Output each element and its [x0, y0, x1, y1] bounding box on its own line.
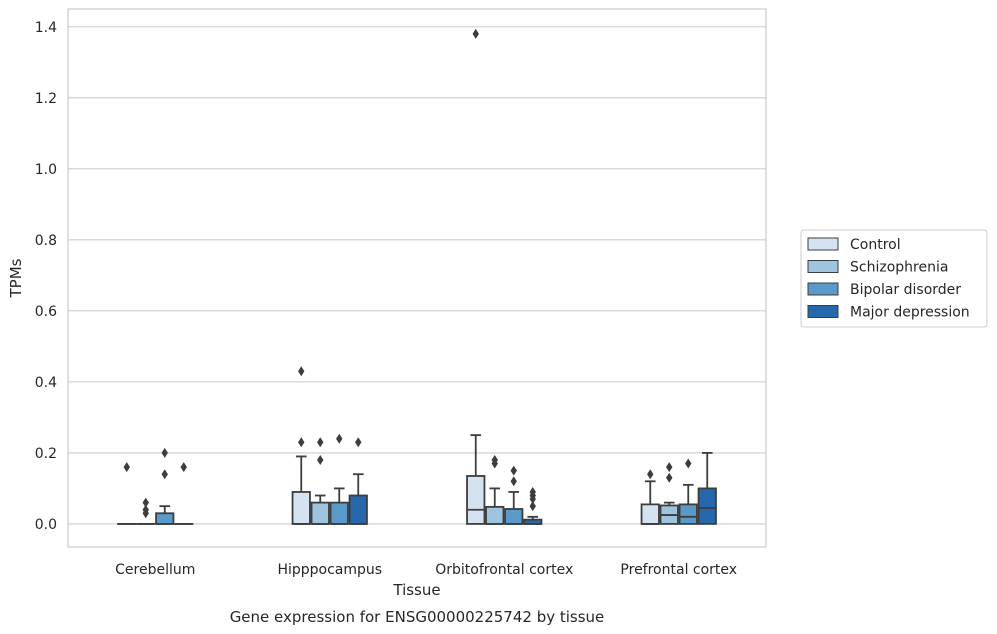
x-tick-label: Prefrontal cortex: [620, 562, 737, 578]
plot-frame: [67, 8, 767, 548]
y-tick-label: 1.4: [35, 20, 57, 36]
outlier-marker: [666, 462, 673, 473]
outlier-marker: [161, 469, 168, 480]
box-3-0: [640, 469, 660, 525]
box-3-3: [697, 451, 717, 525]
box-body: [348, 494, 368, 525]
chart-caption: Gene expression for ENSG00000225742 by t…: [230, 608, 605, 626]
outlier-marker: [161, 447, 168, 458]
box-body: [485, 505, 505, 525]
outlier-marker: [298, 366, 305, 377]
x-axis-label: Tissue: [392, 581, 440, 599]
legend-label: Major depression: [850, 305, 970, 321]
box-body: [155, 512, 175, 525]
outlier-marker: [123, 462, 130, 473]
box-0-1: [136, 497, 156, 525]
outlier-marker: [666, 472, 673, 483]
outlier-marker: [355, 437, 362, 448]
y-axis-ticks: 0.0 0.2 0.4 0.6 0.8 1.0 1.2 1.4: [35, 20, 57, 533]
box-2-1: [485, 454, 505, 525]
outlier-marker: [142, 504, 149, 515]
outlier-marker: [529, 501, 536, 512]
box-2-3: [523, 486, 543, 525]
outlier-marker: [685, 458, 692, 469]
box-body: [504, 508, 524, 525]
box-body: [678, 503, 698, 525]
box-2-0: [466, 28, 486, 525]
y-tick-label: 0.0: [35, 517, 57, 533]
y-tick-label: 0.8: [35, 233, 57, 249]
y-tick-label: 1.2: [35, 91, 57, 107]
box-0-3: [174, 462, 194, 525]
y-tick-label: 1.0: [35, 162, 57, 178]
box-3-2: [678, 458, 698, 525]
box-body: [640, 503, 660, 525]
legend-swatch: [807, 282, 839, 296]
box-2-2: [504, 465, 524, 525]
outlier-marker: [142, 497, 149, 508]
box-1-1: [310, 437, 330, 525]
gridlines: [68, 26, 766, 525]
legend-swatch: [807, 237, 839, 251]
box-3-1: [659, 462, 679, 525]
outlier-marker: [491, 454, 498, 465]
outlier-marker: [510, 476, 517, 487]
y-axis-label: TPMs: [7, 258, 25, 298]
box-1-3: [348, 437, 368, 525]
legend-swatch: [807, 260, 839, 273]
legend-label: Bipolar disorder: [850, 282, 961, 298]
outlier-marker: [529, 486, 536, 497]
box-0-0: [117, 462, 137, 525]
legend-frame: [800, 229, 988, 328]
outlier-marker: [336, 433, 343, 444]
outlier-marker: [317, 437, 324, 448]
box-body: [310, 501, 330, 525]
outlier-marker: [317, 454, 324, 465]
x-tick-label: Hipppocampus: [277, 562, 382, 578]
x-tick-label: Orbitofrontal cortex: [435, 562, 573, 578]
box-body: [697, 487, 717, 525]
y-tick-label: 0.2: [35, 446, 57, 462]
x-tick-label: Cerebellum: [115, 562, 195, 578]
box-0-2: [155, 447, 175, 525]
legend-label: Schizophrenia: [850, 260, 948, 276]
outlier-marker: [298, 437, 305, 448]
box-1-0: [291, 366, 311, 525]
x-axis-ticks: Cerebellum Hipppocampus Orbitofrontal cort…: [115, 562, 737, 578]
y-tick-label: 0.4: [35, 375, 57, 391]
box-body: [291, 491, 311, 525]
legend-swatch: [807, 305, 839, 318]
y-tick-label: 0.6: [35, 304, 57, 320]
box-1-2: [329, 433, 349, 525]
legend-label: Control: [850, 237, 901, 253]
legend: Control Schizophrenia Bipolar disorder Majo…: [800, 229, 988, 328]
box-series: [117, 28, 717, 525]
outlier-marker: [510, 465, 517, 476]
outlier-marker: [472, 28, 479, 39]
outlier-marker: [180, 462, 187, 473]
outlier-marker: [647, 469, 654, 480]
box-body: [329, 501, 349, 525]
box-body: [466, 475, 486, 525]
